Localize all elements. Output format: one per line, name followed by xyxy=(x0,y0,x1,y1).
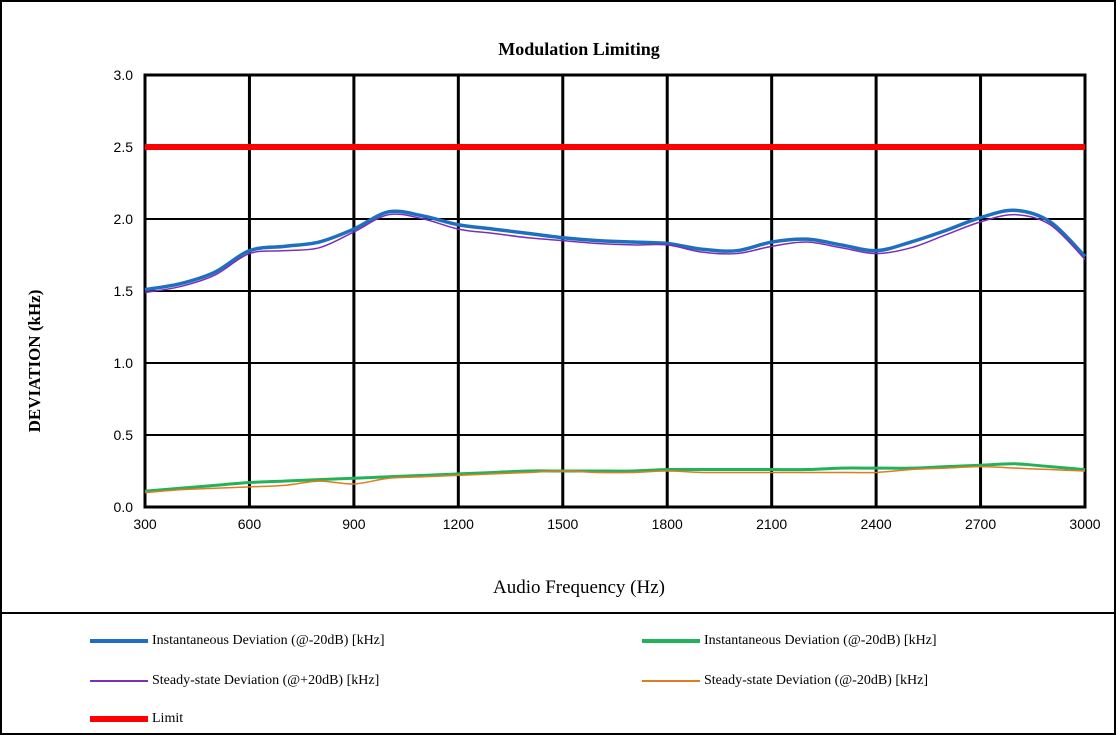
y-tick-label: 2.0 xyxy=(114,211,134,227)
x-tick-label: 300 xyxy=(133,516,157,532)
y-tick-label: 0.0 xyxy=(114,499,134,515)
plot-area-border xyxy=(143,73,1087,509)
x-tick-label: 600 xyxy=(238,516,262,532)
y-tick-label: 3.0 xyxy=(114,67,134,83)
legend-swatch xyxy=(90,639,148,643)
series-lines xyxy=(144,144,1087,494)
grid xyxy=(143,73,1087,509)
x-tick-label: 900 xyxy=(342,516,366,532)
legend-item-limit: Limit xyxy=(90,708,183,730)
legend-label: Steady-state Deviation (@+20dB) [kHz] xyxy=(152,673,380,688)
legend: Instantaneous Deviation (@-20dB) [kHz] I… xyxy=(2,612,1114,735)
legend-label: Instantaneous Deviation (@-20dB) [kHz] xyxy=(152,633,385,648)
tick-labels: 300 600 900 1200 1500 1800 2100 2400 2700 3000 0.0… xyxy=(114,67,1101,532)
series-steady-plus20 xyxy=(144,213,1086,294)
y-axis-label: DEVIATION (kHz) xyxy=(25,290,44,433)
x-tick-label: 3000 xyxy=(1069,516,1100,532)
series-instantaneous-plus20 xyxy=(144,208,1087,292)
legend-item-instantaneous-plus20: Instantaneous Deviation (@-20dB) [kHz] xyxy=(90,630,385,652)
y-tick-label: 1.5 xyxy=(114,283,134,299)
legend-item-instantaneous-minus20: Instantaneous Deviation (@-20dB) [kHz] xyxy=(642,630,937,652)
y-tick-label: 1.0 xyxy=(114,355,134,371)
chart-title: Modulation Limiting xyxy=(498,39,660,59)
x-tick-label: 2700 xyxy=(965,516,996,532)
series-steady-minus20 xyxy=(144,465,1086,494)
legend-item-steady-plus20: Steady-state Deviation (@+20dB) [kHz] xyxy=(90,670,379,692)
legend-swatch xyxy=(90,680,148,682)
legend-swatch xyxy=(90,716,148,722)
x-tick-label: 2100 xyxy=(756,516,787,532)
x-tick-label: 2400 xyxy=(861,516,892,532)
legend-label: Steady-state Deviation (@-20dB) [kHz] xyxy=(704,673,928,688)
x-tick-label: 1200 xyxy=(443,516,474,532)
y-tick-label: 2.5 xyxy=(114,139,134,155)
y-tick-label: 0.5 xyxy=(114,427,134,443)
x-tick-label: 1800 xyxy=(652,516,683,532)
x-axis-label: Audio Frequency (Hz) xyxy=(493,577,665,598)
legend-swatch xyxy=(642,639,700,643)
legend-label: Limit xyxy=(152,711,184,726)
x-tick-label: 1500 xyxy=(547,516,578,532)
chart-plot: Modulation Limiting DEVIATION (kHz) Audi… xyxy=(25,39,1101,598)
series-instantaneous-minus20 xyxy=(144,462,1086,493)
legend-label: Instantaneous Deviation (@-20dB) [kHz] xyxy=(704,633,937,648)
legend-swatch xyxy=(642,680,700,682)
legend-item-steady-minus20: Steady-state Deviation (@-20dB) [kHz] xyxy=(642,670,928,692)
